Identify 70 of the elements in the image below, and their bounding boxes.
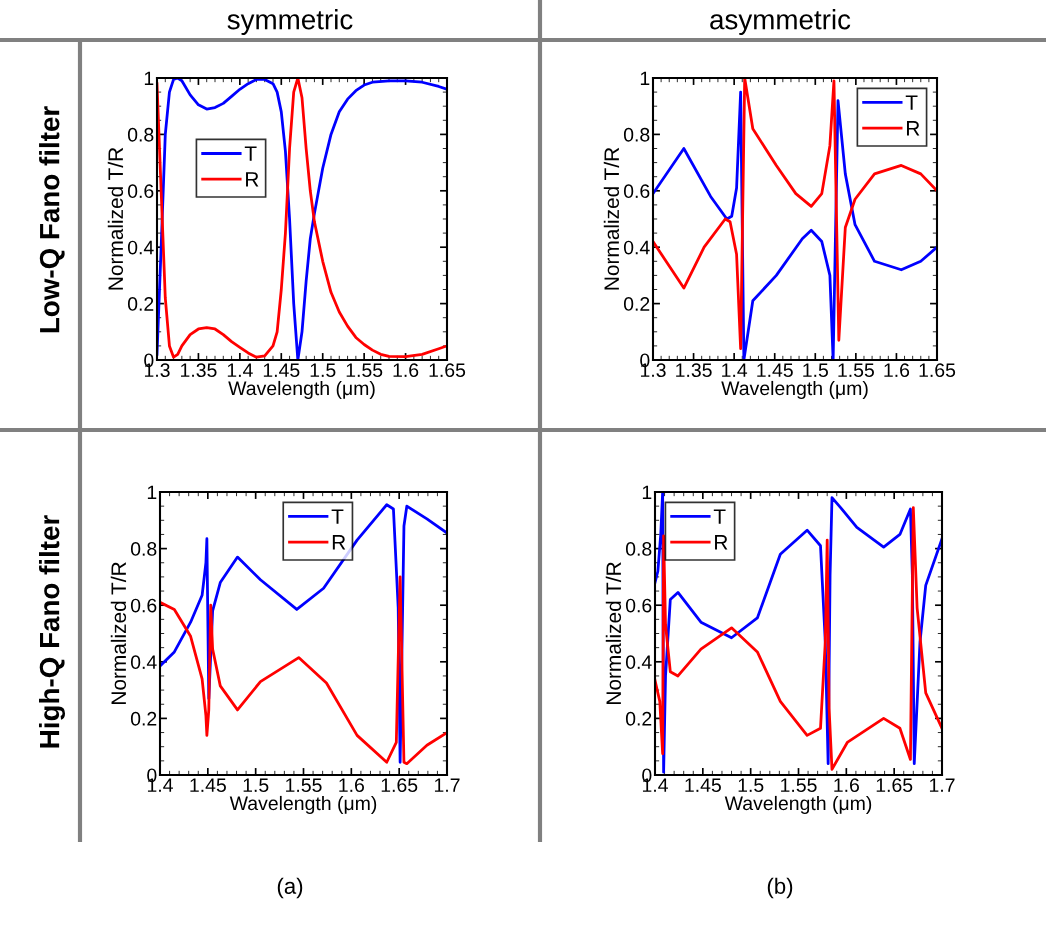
text: (a) [277, 877, 303, 899]
text: Low-Q Fano filter [39, 106, 65, 333]
y-tick-label: 1 [147, 485, 157, 500]
x-tick-label: 1.65 [429, 363, 466, 378]
chart-title: symmetric [227, 9, 353, 35]
legend-label: T [244, 146, 257, 161]
y-tick-label: 0.6 [625, 598, 652, 613]
y-tick-label: 0.8 [625, 542, 652, 556]
text: High-Q Fano filter [38, 515, 66, 748]
x-tick-label: 1.4 [227, 363, 253, 377]
x-tick-label: 1.5 [243, 778, 269, 793]
y-tick-label: 0.8 [130, 542, 157, 556]
text: (b) [767, 877, 793, 899]
x-tick-label: 1.6 [884, 363, 910, 378]
x-tick-label: 1.35 [676, 363, 712, 378]
x-tick-label: 1.5 [803, 363, 828, 378]
x-tick-label: 1.65 [876, 778, 913, 793]
x-tick-label: 1.5 [738, 778, 764, 793]
y-axis-title: Normalized T/R [110, 562, 127, 704]
x-tick-label: 1.55 [781, 778, 817, 793]
x-axis-title: Wavelength (μm) [229, 795, 377, 815]
x-tick-label: 1.65 [919, 363, 956, 378]
legend-label: R [907, 121, 920, 136]
x-tick-label: 1.55 [838, 363, 874, 378]
legend-label: T [331, 509, 344, 524]
x-tick-label: 1.65 [381, 778, 418, 793]
x-tick-label: 1.7 [434, 778, 460, 792]
y-tick-label: 1 [640, 71, 650, 86]
y-tick-label: 0.6 [127, 184, 154, 199]
y-axis-title: Normalized T/R [603, 147, 620, 290]
line-series [157, 78, 447, 360]
legend-label: R [246, 172, 259, 187]
x-tick-label: 1.35 [180, 363, 217, 378]
y-tick-label: 0.6 [130, 598, 157, 613]
legend-label: R [715, 535, 728, 550]
x-axis-title: Wavelength (μm) [724, 795, 872, 815]
x-tick-label: 1.6 [393, 363, 419, 378]
x-axis-title: Wavelength (μm) [228, 380, 375, 400]
y-tick-label: 0.2 [127, 297, 154, 311]
y-tick-label: 0.4 [127, 240, 154, 255]
x-tick-label: 1.55 [286, 778, 322, 793]
x-tick-label: 1.4 [722, 363, 748, 377]
y-tick-label: 1 [144, 71, 154, 86]
x-tick-label: 1.45 [757, 363, 793, 378]
legend-label: T [713, 509, 726, 524]
y-tick-label: 0.8 [127, 127, 154, 142]
y-tick-label: 0.2 [623, 297, 650, 311]
x-tick-label: 1.5 [310, 363, 336, 378]
y-tick-label: 0.2 [130, 711, 157, 726]
y-tick-label: 0.4 [625, 655, 652, 670]
x-tick-label: 1.45 [190, 778, 226, 793]
x-tick-label: 1.45 [685, 778, 721, 793]
line-series [160, 575, 447, 766]
y-axis-title: Normalized T/R [107, 147, 124, 290]
x-tick-label: 1.6 [834, 778, 859, 793]
x-axis-title: Wavelength (μm) [721, 380, 868, 400]
chart-title: asymmetric [710, 9, 851, 35]
y-tick-label: 0.6 [623, 184, 650, 199]
y-tick-label: 0.4 [623, 240, 650, 255]
x-tick-label: 1.7 [929, 778, 955, 792]
x-tick-label: 1.45 [263, 363, 300, 378]
y-tick-label: 0.4 [130, 655, 157, 670]
legend-label: R [332, 535, 346, 550]
x-tick-label: 1.6 [339, 778, 364, 793]
x-tick-label: 1.55 [346, 363, 383, 378]
y-tick-label: 0.8 [623, 127, 650, 142]
y-axis-title: Normalized T/R [605, 562, 622, 704]
y-tick-label: 0.2 [625, 711, 652, 726]
legend-label: T [905, 95, 918, 110]
y-tick-label: 1 [642, 485, 652, 500]
